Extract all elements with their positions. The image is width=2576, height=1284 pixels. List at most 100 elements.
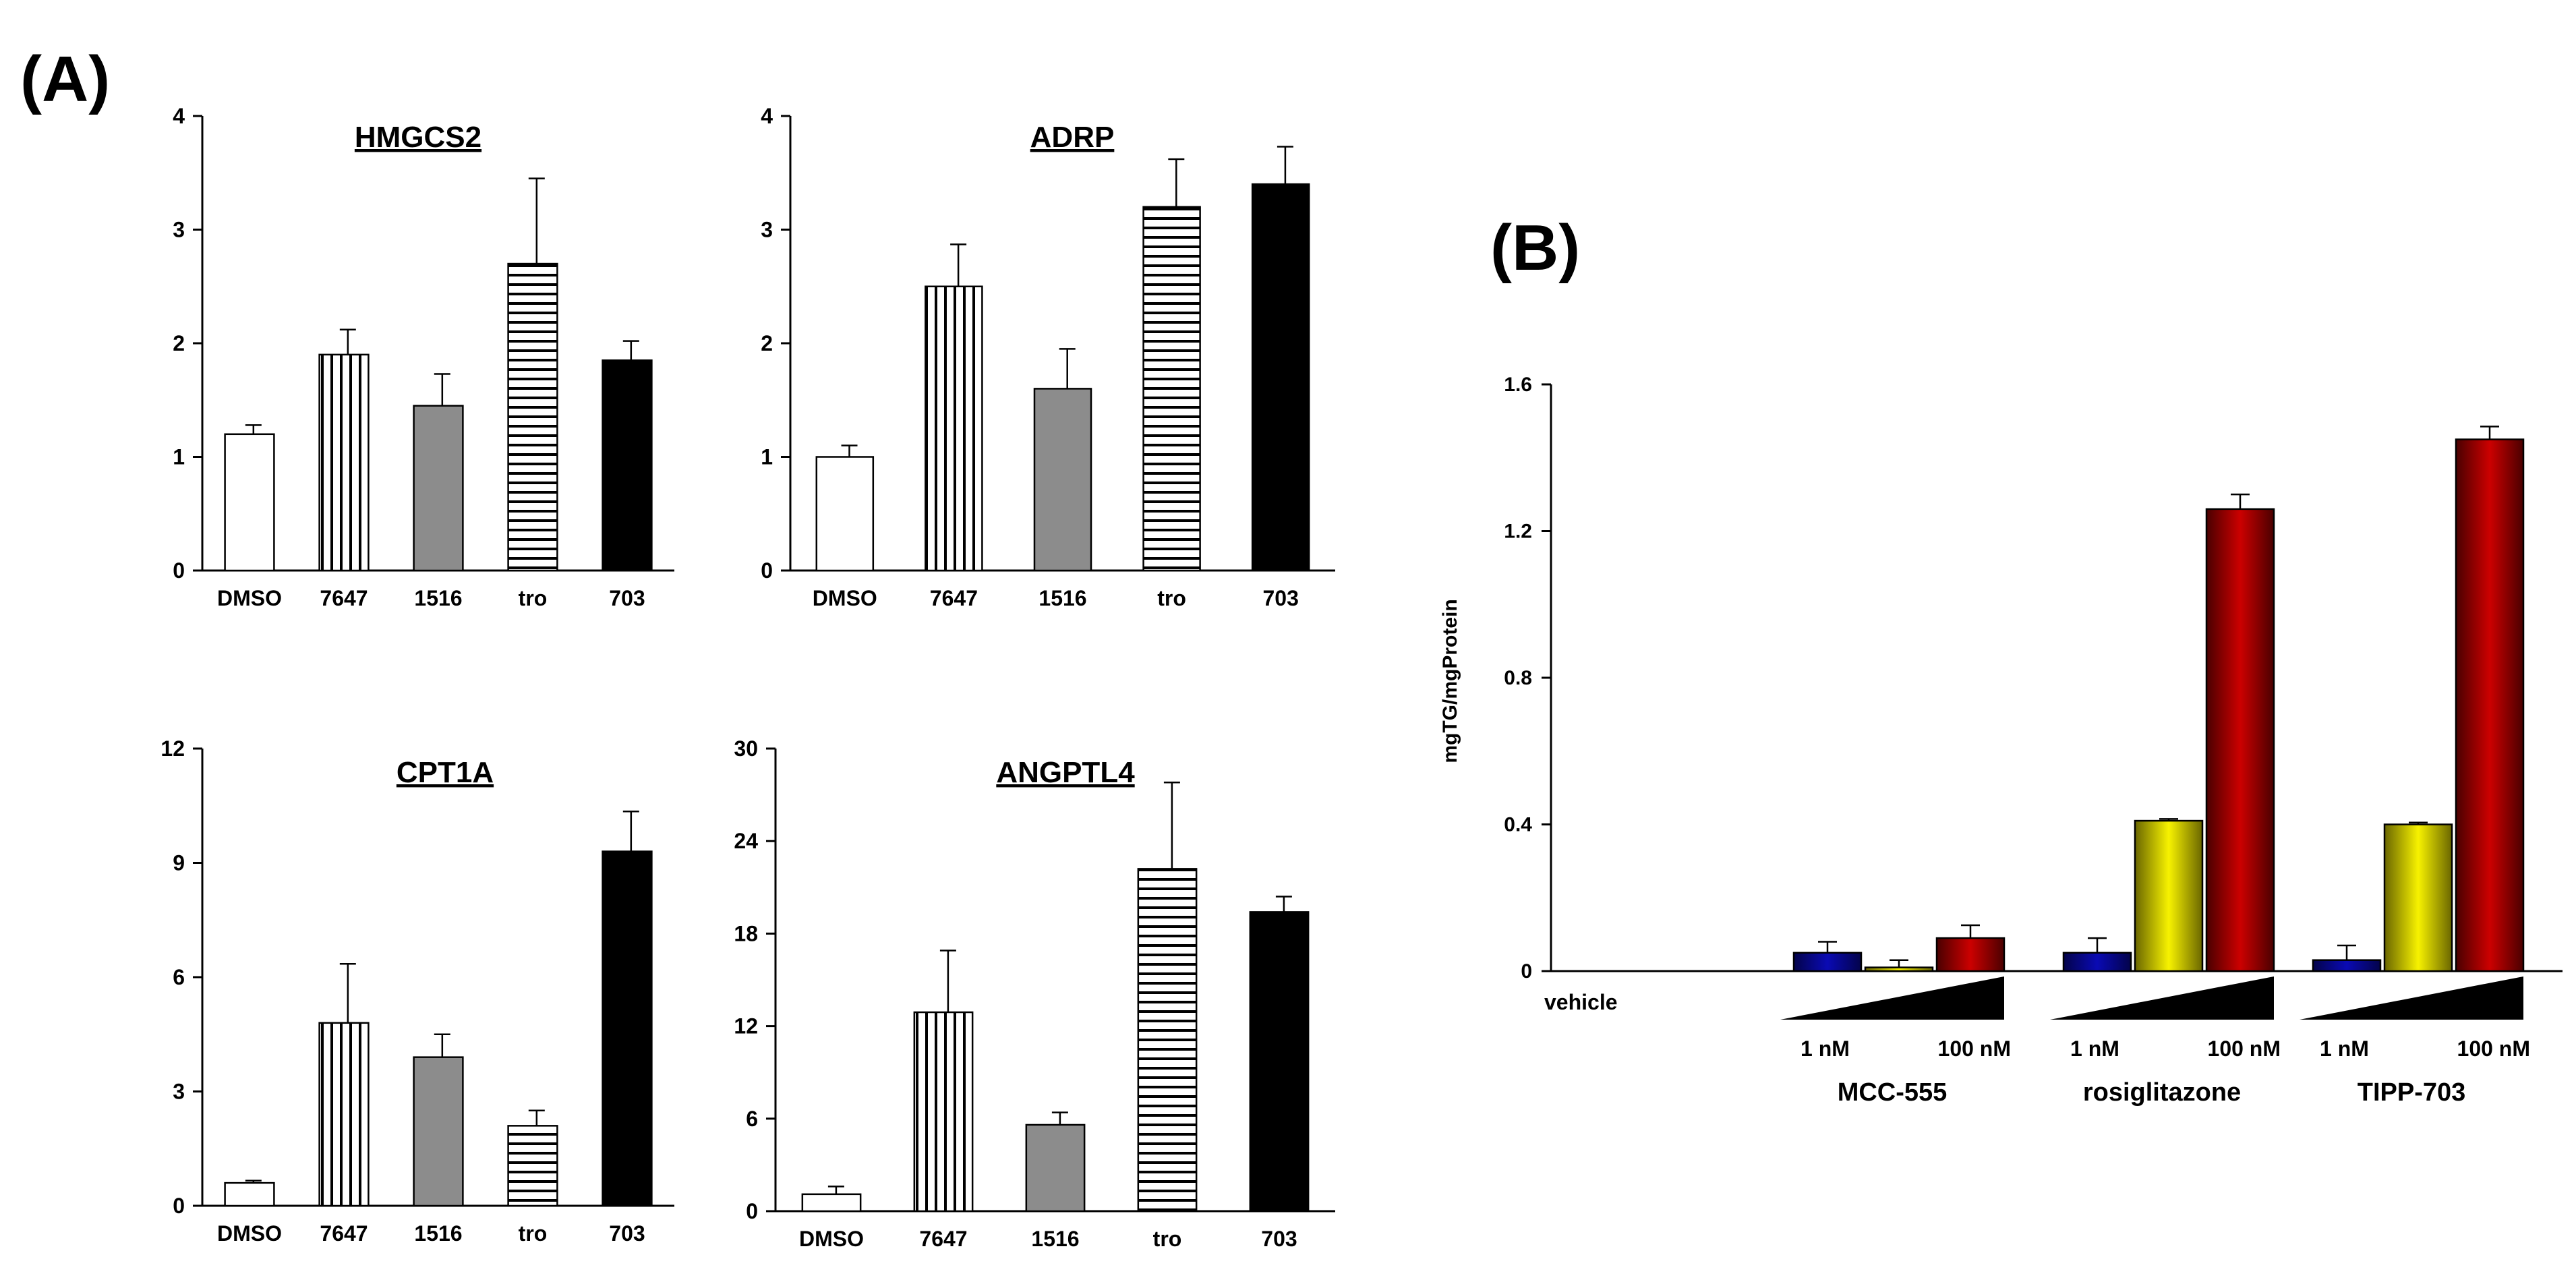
y-tick-label: 18 xyxy=(734,921,758,945)
y-tick-label: 12 xyxy=(734,1014,758,1039)
x-tick-label: tro xyxy=(519,1221,548,1246)
y-tick-label: 2 xyxy=(173,331,185,355)
bar-7647 xyxy=(318,1022,370,1207)
y-tick-label: 0 xyxy=(173,1194,185,1218)
bar-rosiglitazone-0 xyxy=(2062,952,2132,972)
dose-high-label: 100 nM xyxy=(2457,1037,2530,1061)
dose-high-label: 100 nM xyxy=(1938,1037,2011,1061)
chart-title: HMGCS2 xyxy=(355,121,481,154)
bar-tro xyxy=(1142,206,1201,572)
panel-label-a: (A) xyxy=(20,43,110,115)
bar-tro xyxy=(1137,868,1198,1213)
chart-hmgcs2: 0 1 2 3 4 HMGCS2 DMSO 7647 1516 tro 703 xyxy=(173,104,674,610)
bar-MCC-555-1 xyxy=(1864,966,1934,972)
x-tick-label: tro xyxy=(519,586,548,610)
bar-tro xyxy=(507,1125,558,1207)
bar-1516 xyxy=(413,405,464,572)
x-tick-label: 703 xyxy=(609,1221,645,1246)
y-tick-label: 4 xyxy=(173,104,185,128)
dose-low-label: 1 nM xyxy=(2320,1037,2369,1061)
bar-TIPP-703-1 xyxy=(2383,823,2453,972)
bar-MCC-555-0 xyxy=(1792,952,1863,972)
x-tick-label: 1516 xyxy=(1031,1227,1079,1251)
x-tick-label: tro xyxy=(1157,586,1186,610)
x-tick-label: tro xyxy=(1153,1227,1182,1251)
y-tick-label: 0 xyxy=(746,1199,758,1223)
bar-TIPP-703-0 xyxy=(2312,959,2382,972)
x-tick-label: 1516 xyxy=(414,586,462,610)
group-label: TIPP-703 xyxy=(2358,1078,2466,1107)
x-tick-label: 7647 xyxy=(919,1227,967,1251)
y-tick-label: 3 xyxy=(173,1080,185,1104)
x-tick-label: 703 xyxy=(1261,1227,1297,1251)
bar-703 xyxy=(602,850,653,1207)
bar-DMSO xyxy=(224,433,275,572)
y-tick-label: 4 xyxy=(761,104,773,128)
bar-TIPP-703-2 xyxy=(2455,438,2525,972)
bar-MCC-555-2 xyxy=(1935,937,2006,972)
bar-1516 xyxy=(413,1056,464,1207)
x-tick-label: 703 xyxy=(609,586,645,610)
y-tick-label: 3 xyxy=(761,218,773,242)
chart-triglyceride: 0 0.4 0.8 1.2 1.6 mgTG/mgProtein vehicle 1 nM 10… xyxy=(1439,374,2563,1107)
panel-label-b: (B) xyxy=(1490,212,1580,284)
bar-rosiglitazone-2 xyxy=(2205,508,2275,972)
chart-angptl4: 0 6 12 18 24 30 ANGPTL4 DMSO 7647 1516 tro 703 xyxy=(734,736,1335,1251)
y-axis-label: mgTG/mgProtein xyxy=(1439,599,1461,763)
y-tick-label: 0 xyxy=(173,558,185,583)
x-tick-label: DMSO xyxy=(217,1221,282,1246)
x-tick-label: DMSO xyxy=(813,586,877,610)
y-tick-label: 6 xyxy=(746,1107,758,1131)
x-tick-label: DMSO xyxy=(217,586,282,610)
y-tick-label: 1 xyxy=(173,445,185,469)
y-tick-label: 0.8 xyxy=(1504,667,1532,689)
chart-title: ANGPTL4 xyxy=(996,756,1135,789)
x-tick-label: 1516 xyxy=(1038,586,1086,610)
bar-703 xyxy=(1251,183,1310,572)
y-tick-label: 1.2 xyxy=(1504,521,1532,543)
bar-7647 xyxy=(318,353,370,572)
y-tick-label: 1.6 xyxy=(1504,374,1532,396)
chart-adrp: 0 1 2 3 4 ADRP DMSO 7647 1516 tro 703 xyxy=(761,104,1335,610)
y-tick-label: 3 xyxy=(173,218,185,242)
bar-1516 xyxy=(1033,388,1092,572)
group-label: MCC-555 xyxy=(1838,1078,1948,1107)
x-tick-label: DMSO xyxy=(799,1227,864,1251)
y-tick-label: 1 xyxy=(761,445,773,469)
bar-DMSO xyxy=(224,1181,275,1207)
dose-low-label: 1 nM xyxy=(2070,1037,2119,1061)
bar-703 xyxy=(602,359,653,572)
bar-rosiglitazone-1 xyxy=(2134,819,2204,972)
y-tick-label: 0.4 xyxy=(1504,814,1532,836)
bar-DMSO xyxy=(801,1193,862,1213)
bar-tro xyxy=(507,262,558,572)
y-tick-label: 12 xyxy=(160,736,185,761)
x-tick-label: 7647 xyxy=(320,586,368,610)
bar-703 xyxy=(1249,911,1310,1213)
bar-DMSO xyxy=(815,456,875,572)
y-tick-label: 9 xyxy=(173,851,185,875)
x-tick-label: 7647 xyxy=(320,1221,368,1246)
vehicle-label: vehicle xyxy=(1544,990,1618,1014)
bar-7647 xyxy=(925,285,983,572)
dose-high-label: 100 nM xyxy=(2208,1037,2281,1061)
dose-wedge xyxy=(2050,976,2274,1020)
chart-cpt1a: 0 3 6 9 12 CPT1A DMSO 7647 1516 tro 703 xyxy=(160,736,674,1246)
x-tick-label: 1516 xyxy=(414,1221,462,1246)
y-tick-label: 6 xyxy=(173,965,185,989)
y-tick-label: 2 xyxy=(761,331,773,355)
group-label: rosiglitazone xyxy=(2083,1078,2241,1107)
y-tick-label: 30 xyxy=(734,736,758,761)
y-tick-label: 0 xyxy=(1521,960,1532,983)
dose-wedge xyxy=(1780,976,2004,1020)
chart-title: CPT1A xyxy=(397,756,494,789)
dose-low-label: 1 nM xyxy=(1801,1037,1850,1061)
bar-7647 xyxy=(913,1011,974,1213)
bar-1516 xyxy=(1025,1124,1086,1213)
y-tick-label: 0 xyxy=(761,558,773,583)
chart-title: ADRP xyxy=(1030,121,1115,154)
x-tick-label: 7647 xyxy=(930,586,978,610)
y-tick-label: 24 xyxy=(734,829,758,853)
dose-wedge xyxy=(2300,976,2523,1020)
